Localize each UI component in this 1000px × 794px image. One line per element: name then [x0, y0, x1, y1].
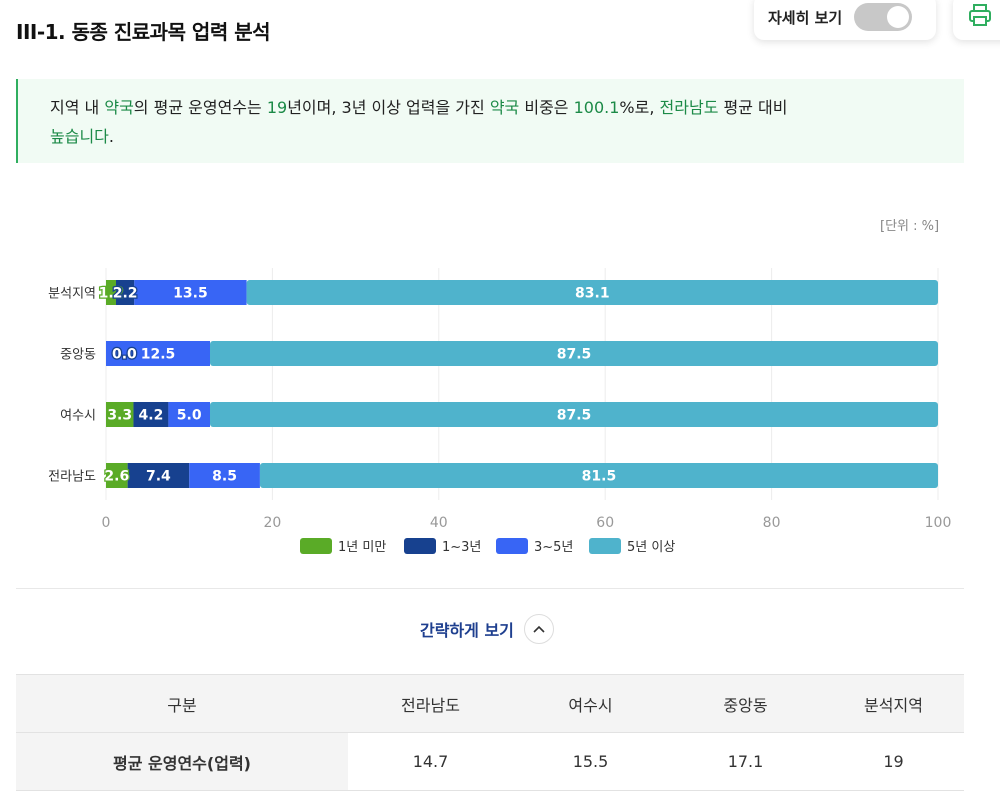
- table-header: 구분: [16, 674, 348, 733]
- summary-line-1: 지역 내 약국의 평균 운영연수는 19년이며, 3년 이상 업력을 가진 약국…: [50, 93, 964, 122]
- chevron-up-icon: [523, 614, 554, 644]
- summary-box: 지역 내 약국의 평균 운영연수는 19년이며, 3년 이상 업력을 가진 약국…: [16, 79, 964, 163]
- summary-highlight: 약국: [489, 98, 520, 117]
- data-label: 81.5: [582, 469, 617, 485]
- summary-text: %로,: [619, 98, 660, 117]
- legend-label: 3~5년: [534, 540, 573, 555]
- data-label: 13.5: [173, 286, 208, 302]
- bar-segment: [210, 341, 938, 366]
- summary-text: 의 평균 운영연수는: [133, 98, 267, 117]
- table-cell: 19: [823, 732, 964, 791]
- category-label: 전라남도: [48, 470, 96, 485]
- x-tick-label: 60: [596, 515, 614, 531]
- bar-segment: [106, 402, 134, 427]
- data-label: 83.1: [575, 286, 610, 302]
- toggle-knob: [887, 6, 910, 28]
- bar-segment: [168, 402, 210, 427]
- x-tick-label: 0: [102, 515, 111, 531]
- bar-segment: [246, 280, 938, 305]
- toggle-switch[interactable]: [854, 3, 913, 31]
- table-cell: 14.7: [348, 732, 513, 791]
- x-tick-label: 40: [430, 515, 448, 531]
- divider: [16, 588, 964, 589]
- table-header: 여수시: [513, 674, 668, 733]
- data-label: 5.0: [177, 408, 202, 424]
- legend-swatch: [404, 538, 436, 554]
- category-label: 여수시: [60, 409, 96, 424]
- category-label: 분석지역: [48, 287, 96, 302]
- data-label: 8.5: [212, 469, 237, 485]
- legend-swatch: [300, 538, 332, 554]
- data-label: 4.2: [139, 408, 164, 424]
- table-row-label: 평균 운영연수(업력): [16, 732, 348, 791]
- legend-label: 5년 이상: [627, 540, 675, 555]
- x-tick-label: 20: [263, 515, 281, 531]
- print-button[interactable]: [953, 0, 1000, 40]
- data-label: 2.2: [113, 286, 138, 302]
- detail-view-label: 자세히 보기: [768, 8, 843, 27]
- legend-swatch: [589, 538, 621, 554]
- summary-highlight: 약국: [104, 98, 134, 117]
- data-label: 12.5: [141, 347, 176, 363]
- table-row: 평균 운영연수(업력) 14.7 15.5 17.1 19: [16, 732, 964, 791]
- data-label: 3.3: [107, 408, 132, 424]
- bar-segment: [189, 463, 260, 488]
- summary-text: .: [108, 127, 114, 146]
- table-cell: 15.5: [513, 732, 668, 791]
- bar-segment: [106, 280, 116, 305]
- simple-view-button[interactable]: 간략하게 보기: [420, 614, 554, 644]
- summary-highlight: 19: [266, 98, 288, 117]
- data-label: 2.6: [104, 469, 129, 485]
- printer-icon: [967, 3, 993, 31]
- bar-segment: [106, 463, 128, 488]
- x-tick-label: 80: [763, 515, 781, 531]
- simple-view-label: 간략하게 보기: [420, 621, 514, 640]
- data-label: 0.0: [112, 347, 137, 363]
- table-cell: 17.1: [668, 732, 823, 791]
- summary-text: 평균 대비: [718, 98, 788, 117]
- legend-label: 1~3년: [442, 540, 481, 555]
- summary-text: 지역 내: [50, 98, 105, 117]
- summary-line-2: 높습니다.: [50, 122, 964, 151]
- data-label: 87.5: [557, 347, 592, 363]
- summary-highlight: 전라남도: [659, 98, 719, 117]
- data-label: 87.5: [557, 408, 592, 424]
- bar-segment: [134, 280, 247, 305]
- bar-segment: [259, 463, 938, 488]
- category-label: 중앙동: [60, 348, 96, 363]
- summary-text: 년이며, 3년 이상 업력을 가진: [287, 98, 490, 117]
- table-header-row: 구분 전라남도 여수시 중앙동 분석지역: [16, 674, 964, 733]
- summary-table: 구분 전라남도 여수시 중앙동 분석지역 평균 운영연수(업력) 14.7 15…: [16, 674, 964, 791]
- detail-view-toggle[interactable]: 자세히 보기: [754, 0, 936, 40]
- table-header: 분석지역: [823, 674, 964, 733]
- page-title: III-1. 동종 진료과목 업력 분석: [16, 20, 271, 44]
- table-header: 중앙동: [668, 674, 823, 733]
- bar-segment: [106, 341, 210, 366]
- stacked-bar-chart: 분석지역 1.22.2 13.5 83.1 중앙동 0.0 12.5 87.5 여수시 3.3 4.…: [48, 268, 952, 555]
- x-tick-label: 100: [925, 515, 952, 531]
- summary-text: 비중은: [519, 98, 574, 117]
- bar-segment: [115, 280, 135, 305]
- bar-segment: [127, 463, 190, 488]
- table-header: 전라남도: [348, 674, 513, 733]
- bar-segment: [133, 402, 169, 427]
- summary-highlight: 높습니다: [50, 127, 109, 146]
- unit-label: [단위 : %]: [880, 219, 940, 234]
- data-label: 7.4: [146, 469, 171, 485]
- legend-label: 1년 미만: [338, 540, 386, 555]
- data-label: 1.2: [99, 286, 124, 302]
- summary-highlight: 100.1: [573, 98, 620, 117]
- bar-segment: [210, 402, 938, 427]
- legend-swatch: [496, 538, 528, 554]
